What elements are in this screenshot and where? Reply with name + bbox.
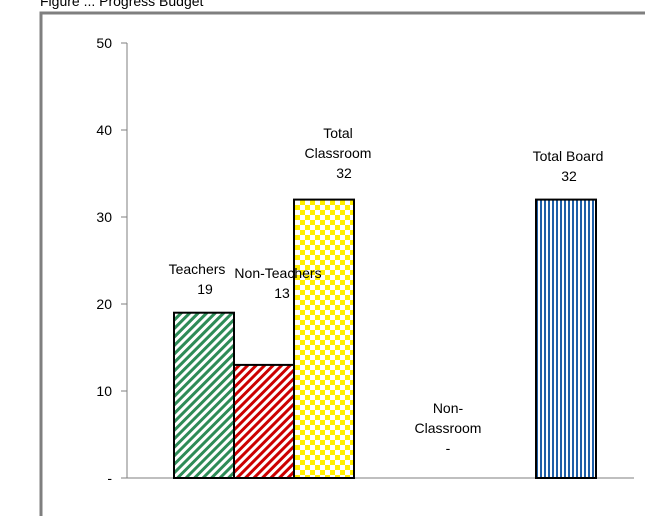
y-tick-label: 30: [96, 209, 112, 225]
category-label: Teachers: [169, 261, 226, 277]
category-label: Non-: [433, 400, 464, 416]
y-tick-label: 50: [96, 35, 112, 51]
y-ticks: - 10 20 30 40 50: [96, 35, 127, 486]
y-tick-label: 40: [96, 122, 112, 138]
bar-non-teachers: [233, 363, 295, 479]
y-tick-label: -: [107, 470, 112, 486]
data-labels: Teachers 19 Non-Teachers 13 Total Classroom 32…: [169, 125, 604, 456]
chart-frame: [39, 11, 645, 516]
chart-title-cut: Figure ... Progress Budget: [40, 0, 204, 9]
y-tick-label: 20: [96, 296, 112, 312]
category-label: Total Board: [533, 148, 604, 164]
category-label: Total: [323, 125, 353, 141]
bar-total-classroom: [293, 198, 355, 479]
value-label: 19: [197, 281, 213, 297]
value-label: 32: [561, 168, 577, 184]
bars: [173, 198, 597, 480]
category-label: Non-Teachers: [234, 265, 321, 281]
bar-total-board: [535, 198, 597, 479]
bar-teachers: [173, 311, 235, 480]
value-label: 32: [336, 165, 352, 181]
category-label: Classroom: [305, 145, 372, 161]
value-label: 13: [274, 285, 290, 301]
value-label: -: [446, 440, 451, 456]
category-label: Classroom: [415, 420, 482, 436]
y-tick-label: 10: [96, 383, 112, 399]
